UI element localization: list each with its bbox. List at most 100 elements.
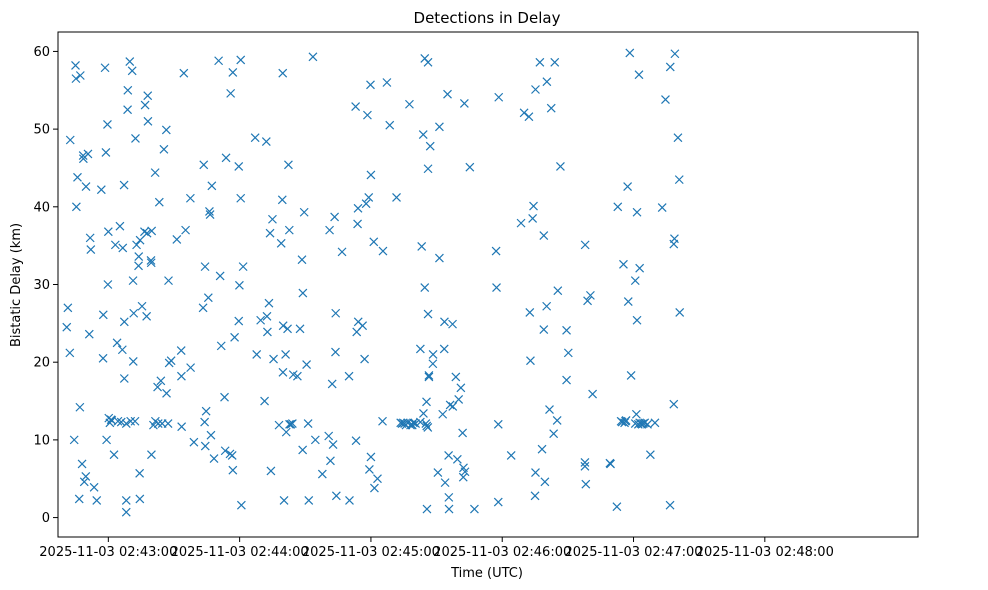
data-point-x-marker [378,246,388,256]
data-point-x-marker [317,469,327,479]
data-point-x-marker [142,311,152,321]
data-point-x-marker [143,116,153,126]
data-point-x-marker [181,225,191,235]
data-point-x-marker [444,450,454,460]
data-point-x-marker [69,435,79,445]
data-point-x-marker [580,461,590,471]
data-point-x-marker [344,371,354,381]
data-point-x-marker [166,356,176,366]
data-point-x-marker [230,332,240,342]
data-point-x-marker [234,316,244,326]
data-point-x-marker [529,201,538,211]
data-point-x-marker [125,57,135,66]
data-point-x-marker [278,68,288,78]
data-point-x-marker [434,253,444,263]
data-point-x-marker [206,430,216,440]
data-point-x-marker [128,356,138,366]
data-point-x-marker [408,418,418,428]
data-point-x-marker [121,496,131,505]
data-point-x-marker [236,55,246,65]
data-point-x-marker [434,122,444,132]
data-point-x-marker [75,71,85,80]
data-point-x-marker [200,262,210,272]
data-point-x-marker [465,162,475,172]
data-point-x-marker [545,405,554,415]
data-points [62,48,685,517]
data-point-x-marker [448,402,458,411]
data-point-x-marker [298,445,308,455]
data-point-x-marker [113,416,123,426]
data-point-x-marker [252,349,262,359]
data-point-x-marker [581,479,591,489]
data-point-x-marker [123,105,133,115]
data-point-x-marker [85,233,95,243]
data-point-x-marker [439,344,449,354]
data-point-x-marker [277,195,287,205]
data-point-x-marker [137,301,147,311]
data-point-x-marker [234,161,244,171]
x-tick-label: 2025-11-03 02:43:00 [39,545,177,560]
data-point-x-marker [382,78,392,87]
data-point-x-marker [287,419,297,428]
data-point-x-marker [281,427,291,437]
data-point-x-marker [109,450,119,460]
data-point-x-marker [86,245,96,254]
data-point-x-marker [123,85,133,95]
data-point-x-marker [140,100,150,110]
y-tick-label: 50 [33,123,50,138]
data-point-x-marker [96,185,106,195]
data-point-x-marker [201,406,211,416]
data-point-x-marker [360,354,370,364]
data-point-x-marker [135,494,145,504]
data-point-x-marker [131,134,140,143]
data-point-x-marker [185,193,195,203]
data-point-x-marker [458,428,468,438]
data-point-x-marker [542,77,552,87]
data-point-x-marker [494,92,504,102]
data-point-x-marker [327,379,337,389]
data-point-x-marker [81,182,91,192]
data-point-x-marker [448,319,457,329]
data-point-x-marker [433,468,443,477]
data-point-x-marker [220,392,229,402]
data-point-x-marker [542,301,552,311]
data-point-x-marker [650,418,660,428]
data-point-x-marker [428,349,438,359]
data-point-x-marker [623,182,633,192]
data-point-x-marker [278,321,288,331]
data-point-x-marker [675,308,685,317]
data-point-x-marker [228,465,238,475]
data-point-x-marker [583,296,592,306]
data-point-x-marker [279,496,289,505]
data-point-x-marker [364,193,374,202]
data-point-x-marker [159,144,169,154]
data-point-x-marker [135,468,145,478]
data-point-x-marker [640,418,650,428]
data-point-x-marker [220,446,230,456]
data-point-x-marker [562,325,571,335]
x-tick-label: 2025-11-03 02:48:00 [696,545,834,560]
x-axis-label: Time (UTC) [450,566,523,581]
data-point-x-marker [549,429,559,439]
data-point-x-marker [134,252,144,261]
y-tick-label: 20 [33,356,50,371]
data-point-x-marker [325,225,334,235]
data-point-x-marker [531,468,540,477]
data-point-x-marker [623,297,633,307]
data-point-x-marker [537,444,547,454]
data-point-x-marker [470,504,479,514]
data-point-x-marker [619,259,628,269]
data-point-x-marker [418,130,428,139]
data-point-x-marker [423,309,433,319]
data-point-x-marker [310,435,320,445]
data-point-x-marker [79,477,89,487]
data-point-x-marker [673,133,683,143]
data-point-x-marker [524,112,534,122]
data-point-x-marker [630,276,640,286]
data-point-x-marker [65,135,75,145]
data-point-x-marker [445,400,455,410]
y-tick-label: 40 [33,200,50,215]
data-point-x-marker [226,88,236,98]
data-point-x-marker [423,423,433,432]
